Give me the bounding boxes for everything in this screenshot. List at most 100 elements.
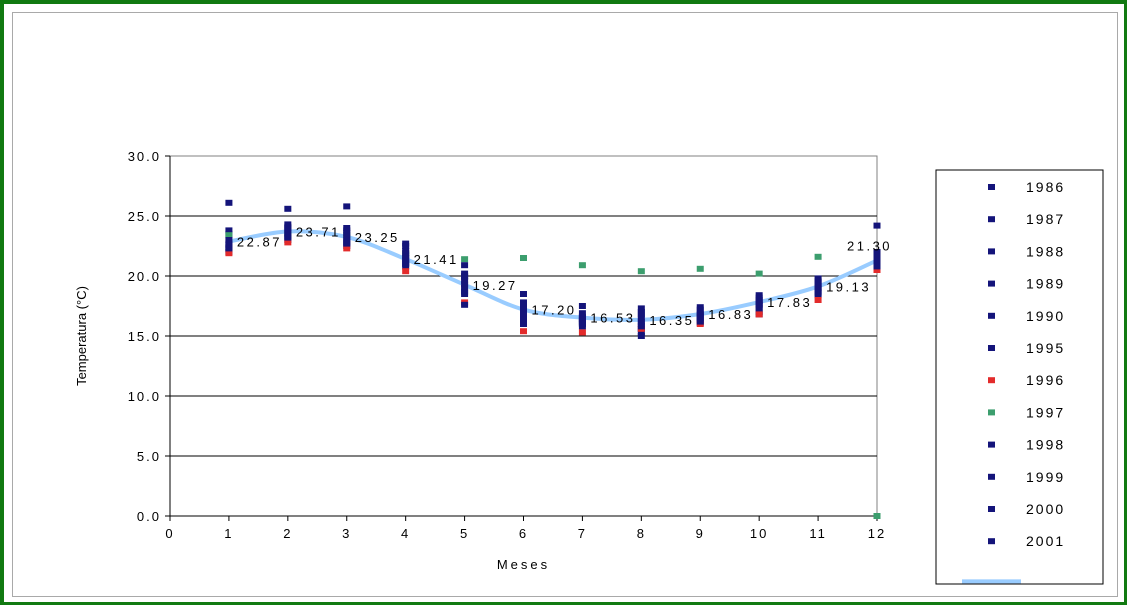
point-2001 — [461, 273, 469, 279]
point-1997 — [520, 255, 527, 261]
point-1997 — [637, 268, 645, 275]
point-1990 — [225, 227, 233, 234]
y-tick-label: 20.0 — [128, 269, 161, 284]
x-tick-label: 11 — [809, 526, 827, 541]
point-1997 — [578, 262, 586, 269]
legend-marker-1988 — [988, 248, 995, 255]
mean-data-label: 16.35 — [649, 313, 694, 328]
point-2000 — [696, 318, 704, 325]
point-1995 — [873, 249, 881, 255]
legend-label-1998: 1998 — [1026, 437, 1065, 453]
point-1996 — [402, 268, 410, 275]
point-2001 — [637, 305, 645, 312]
point-2000 — [402, 259, 410, 266]
legend-label-1997: 1997 — [1026, 404, 1065, 420]
mean-data-label: 21.30 — [847, 238, 892, 253]
point-1989 — [814, 292, 822, 299]
point-1995 — [520, 291, 527, 297]
point-1995 — [637, 329, 645, 336]
point-1998 — [814, 281, 822, 288]
point-2001 — [873, 255, 881, 261]
legend-marker-1989 — [988, 280, 995, 287]
x-tick-label: 6 — [519, 526, 528, 541]
point-1999 — [637, 333, 645, 339]
legend-marker-1990 — [988, 312, 995, 319]
point-1996 — [343, 245, 351, 252]
point-2001 — [578, 315, 586, 321]
legend-marker-1996 — [988, 377, 995, 384]
point-2000 — [755, 301, 763, 308]
point-2000 — [814, 285, 822, 291]
legend-marker-1999 — [988, 473, 995, 480]
point-1996 — [814, 297, 822, 303]
point-1998 — [402, 243, 410, 249]
point-1990 — [343, 225, 351, 231]
point-1996 — [578, 329, 586, 336]
legend-marker-1986 — [988, 184, 995, 190]
y-tick-label: 30.0 — [128, 149, 161, 164]
mean-data-label: 19.13 — [826, 279, 871, 294]
point-1998 — [873, 222, 881, 229]
legend-marker-2001 — [988, 538, 995, 545]
legend-label-1996: 1996 — [1026, 372, 1065, 388]
y-tick-label: 15.0 — [128, 329, 161, 344]
x-tick-label: 2 — [283, 526, 292, 541]
point-1997 — [696, 265, 704, 272]
legend-label-1986: 1986 — [1026, 179, 1065, 195]
point-1990 — [284, 227, 292, 234]
point-1999 — [873, 258, 881, 265]
legend-label-1989: 1989 — [1026, 276, 1065, 292]
legend-label-1999: 1999 — [1026, 469, 1065, 485]
legend-label-1988: 1988 — [1026, 243, 1065, 259]
point-1999 — [343, 240, 351, 247]
point-1998 — [696, 306, 704, 313]
point-2000 — [225, 237, 233, 243]
chart-area: 0.0 5.0 10.0 15.0 20.0 25.0 30.0 0 1 2 3 4 5 6 7 8 9 10 11… — [12, 12, 1118, 597]
point-1997 — [755, 270, 763, 277]
mean-data-label: 17.20 — [532, 303, 577, 318]
point-2000 — [284, 223, 292, 230]
point-1999 — [814, 288, 822, 295]
point-2001 — [814, 277, 822, 284]
point-1996 — [755, 311, 763, 318]
x-tick-label: 4 — [401, 526, 410, 541]
point-2001 — [696, 311, 704, 318]
point-1999 — [755, 298, 763, 305]
point-1998 — [343, 203, 351, 210]
point-1996 — [284, 239, 292, 246]
legend-box — [935, 169, 1104, 585]
legend-marker-1995 — [988, 345, 995, 351]
point-2000 — [637, 323, 645, 330]
legend-label-1990: 1990 — [1026, 308, 1065, 324]
point-1999 — [284, 231, 292, 237]
point-1999 — [520, 315, 527, 321]
y-tick-label: 10.0 — [128, 389, 161, 404]
y-tick-label: 25.0 — [128, 209, 161, 224]
point-1997 — [225, 232, 233, 239]
point-1998 — [578, 310, 586, 317]
point-2000 — [343, 229, 351, 236]
point-1996 — [520, 328, 527, 335]
mean-data-label: 17.83 — [767, 295, 812, 310]
chart-svg: 0.05.010.015.020.025.030.00 1 2 3 4 5 6 7 8 9 10 11… — [74, 149, 1104, 585]
y-tick-label: 0.0 — [137, 509, 161, 524]
point-1996 — [225, 250, 233, 257]
legend-label-2001: 2001 — [1026, 533, 1065, 549]
legend-label-1995: 1995 — [1026, 340, 1065, 356]
point-1998 — [461, 262, 469, 269]
mean-data-label: 23.71 — [296, 224, 341, 239]
point-2000 — [461, 277, 469, 284]
mean-data-label: 16.83 — [708, 307, 753, 322]
point-2001 — [225, 241, 233, 248]
mean-data-label: 16.53 — [590, 311, 635, 326]
y-axis-title: Temperatura (°C) — [74, 286, 89, 386]
point-1987 — [637, 315, 645, 321]
point-1999 — [225, 245, 233, 252]
x-tick-label: 9 — [696, 526, 705, 541]
point-2001 — [284, 234, 292, 241]
mean-data-label: 23.25 — [355, 230, 400, 245]
mean-data-label: 22.87 — [237, 235, 282, 250]
legend-marker-1998 — [988, 441, 995, 448]
legend-label-1987: 1987 — [1026, 211, 1065, 227]
x-tick-label: 12 — [868, 526, 886, 541]
